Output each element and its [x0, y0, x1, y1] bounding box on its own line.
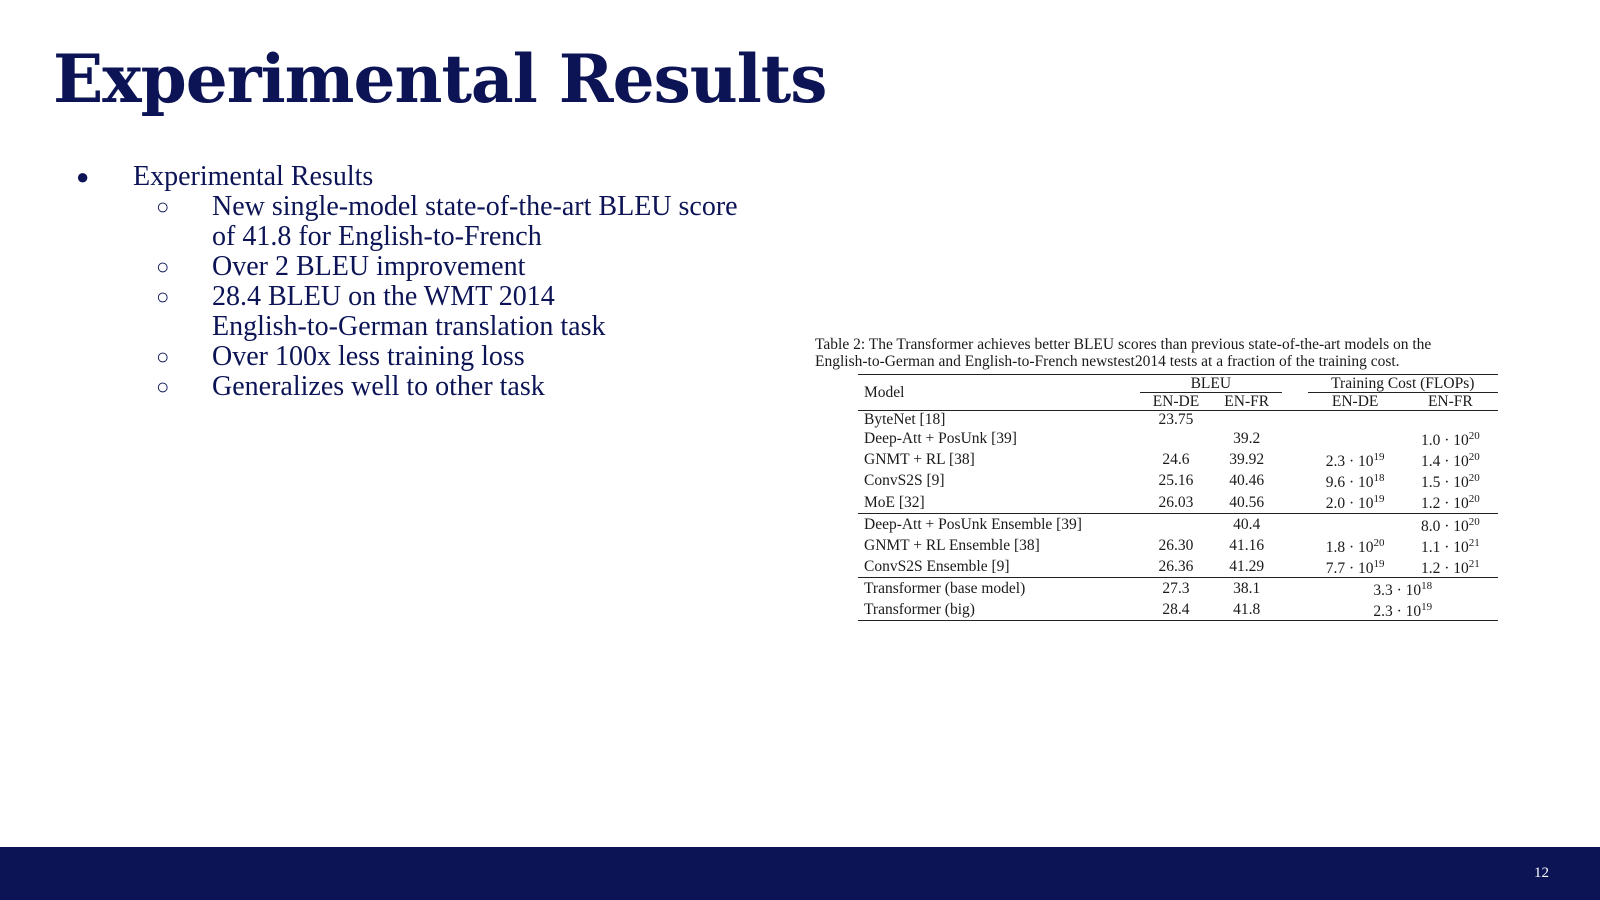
results-table: Model BLEU Training Cost (FLOPs) EN-DE E…: [858, 374, 1498, 622]
cell-bleu-de: 26.03: [1158, 493, 1194, 511]
header-cost-en-fr: EN-FR: [1427, 393, 1473, 410]
cell-cost-merged: 3.3 · 1018: [1307, 577, 1498, 600]
cell-cost-de: [1307, 512, 1403, 535]
header-bleu-en-fr: EN-FR: [1224, 393, 1270, 410]
sub-bullet-item: ○ Over 2 BLEU improvement: [76, 252, 796, 282]
cell-cost-de: 2.0 · 1019: [1325, 493, 1385, 513]
cell-bleu-fr: 39.2: [1233, 430, 1261, 448]
cell-cost-fr: 1.1 · 1021: [1420, 536, 1480, 556]
cell-model: ByteNet [18]: [858, 410, 1141, 428]
table-row: GNMT + RL Ensemble [38] 26.30 41.16 1.8 · 1…: [858, 535, 1498, 556]
table-caption-line: English-to-German and English-to-French …: [815, 353, 1400, 370]
cell-model: Transformer (base model): [858, 577, 1141, 600]
header-bleu-en-de: EN-DE: [1152, 393, 1200, 410]
cell-model: Deep-Att + PosUnk Ensemble [39]: [858, 512, 1141, 535]
bullet-dot-icon: ●: [76, 164, 90, 189]
cell-bleu-de: [1140, 428, 1212, 449]
table-row: ConvS2S [9] 25.16 40.46 9.6 · 1018 1.5 · 102…: [858, 470, 1498, 491]
header-bleu: BLEU: [1140, 374, 1282, 393]
cell-model: MoE [32]: [864, 493, 925, 511]
sub-bullet-text: 28.4 BLEU on the WMT 2014: [212, 281, 555, 312]
cell-model: Transformer (big): [858, 599, 1141, 622]
cell-bleu-fr: 39.92: [1229, 451, 1265, 469]
cell-bleu-de: 26.36: [1158, 558, 1194, 576]
slide-title: Experimental Results: [53, 40, 827, 118]
header-model: Model: [858, 374, 1141, 411]
bullet-text: Experimental Results: [133, 161, 374, 192]
bullet-item-main: ● Experimental Results: [76, 162, 796, 192]
sub-bullet-item: ○ New single-model state-of-the-art BLEU…: [76, 192, 796, 252]
sub-bullet-item: ○ Over 100x less training loss: [76, 342, 796, 372]
cell-cost-de: 7.7 · 1019: [1325, 557, 1385, 578]
sub-bullet-circle-icon: ○: [156, 284, 170, 309]
table-row: Deep-Att + PosUnk Ensemble [39] 40.4 8.0 ·…: [858, 512, 1498, 535]
cell-bleu-de: 28.4: [1140, 599, 1212, 622]
cell-model: ConvS2S [9]: [864, 472, 945, 490]
table-row: MoE [32] 26.03 40.56 2.0 · 1019 1.2 · 1020: [858, 491, 1498, 513]
table-subheader-row: EN-DE EN-FR EN-DE EN-FR: [858, 393, 1498, 411]
cell-bleu-de: 25.16: [1158, 472, 1194, 490]
footer-bar: 12: [0, 847, 1600, 900]
table-row: Transformer (base model) 27.3 38.1 3.3 · 10…: [858, 577, 1498, 600]
cell-cost-fr: 1.2 · 1020: [1420, 493, 1480, 513]
cell-bleu-fr: [1211, 410, 1282, 428]
bullet-list: ● Experimental Results ○ New single-mode…: [76, 162, 796, 402]
cell-bleu-fr: 40.56: [1229, 493, 1265, 511]
header-training-cost: Training Cost (FLOPs): [1307, 374, 1498, 393]
sub-bullet-text: New single-model state-of-the-art BLEU s…: [212, 191, 738, 222]
sub-bullet-text: of 41.8 for English-to-French: [212, 221, 542, 252]
cell-cost-fr: 1.4 · 1020: [1420, 451, 1480, 471]
sub-bullet-circle-icon: ○: [156, 344, 170, 369]
cell-cost-fr: [1402, 410, 1498, 428]
cell-cost-fr: 1.0 · 1020: [1420, 430, 1480, 450]
sub-bullet-text: Over 2 BLEU improvement: [212, 251, 526, 282]
sub-bullet-item: ○ Generalizes well to other task: [76, 372, 796, 402]
sub-bullet-circle-icon: ○: [156, 194, 170, 219]
sub-bullet-item: ○ 28.4 BLEU on the WMT 2014 English-to-G…: [76, 282, 796, 342]
sub-bullet-circle-icon: ○: [156, 374, 170, 399]
table-caption: Table 2: The Transformer achieves better…: [815, 336, 1545, 370]
sub-bullet-text: Generalizes well to other task: [212, 371, 545, 402]
table-header-row: Model BLEU Training Cost (FLOPs): [858, 374, 1498, 411]
cell-bleu-fr: 40.46: [1229, 472, 1265, 490]
cell-model: GNMT + RL Ensemble [38]: [864, 536, 1040, 554]
cell-bleu-fr: 40.4: [1211, 512, 1282, 535]
page-number: 12: [1534, 865, 1549, 881]
cell-bleu-fr: 41.29: [1229, 558, 1265, 576]
cell-cost-de: 1.8 · 1020: [1325, 536, 1385, 556]
cell-bleu-de: 26.30: [1158, 536, 1194, 554]
table-row: Transformer (big) 28.4 41.8 2.3 · 1019: [858, 599, 1498, 622]
cell-cost-de: [1307, 410, 1403, 428]
cell-cost-fr: 1.5 · 1020: [1420, 472, 1480, 492]
cell-bleu-fr: 38.1: [1211, 577, 1282, 600]
cell-bleu-fr: 41.16: [1229, 536, 1265, 554]
cell-model: Deep-Att + PosUnk [39]: [864, 430, 1017, 448]
cell-cost-de: 9.6 · 1018: [1325, 472, 1385, 492]
sub-bullet-text: Over 100x less training loss: [212, 341, 525, 372]
cell-model: GNMT + RL [38]: [864, 451, 975, 469]
table-row: ConvS2S Ensemble [9] 26.36 41.29 7.7 · 1019…: [858, 556, 1498, 578]
cell-cost-fr: 8.0 · 1020: [1402, 512, 1498, 535]
cell-cost-merged: 2.3 · 1019: [1307, 599, 1498, 622]
cell-bleu-de: 23.75: [1140, 410, 1212, 428]
cell-bleu-de: [1140, 512, 1212, 535]
cell-bleu-de: 24.6: [1162, 451, 1190, 469]
results-table-figure: Table 2: The Transformer achieves better…: [815, 336, 1545, 622]
cell-cost-de: 2.3 · 1019: [1325, 451, 1385, 471]
table-body: ByteNet [18] 23.75 Deep-Att + PosUnk [39] 3…: [858, 410, 1498, 622]
header-cost-en-de: EN-DE: [1331, 393, 1379, 410]
cell-bleu-fr: 41.8: [1211, 599, 1282, 622]
table-row: GNMT + RL [38] 24.6 39.92 2.3 · 1019 1.4 · 1…: [858, 449, 1498, 470]
sub-bullet-circle-icon: ○: [156, 254, 170, 279]
cell-model: ConvS2S Ensemble [9]: [864, 558, 1010, 576]
cell-cost-fr: 1.2 · 1021: [1420, 557, 1480, 578]
cell-bleu-de: 27.3: [1140, 577, 1212, 600]
sub-bullet-text: English-to-German translation task: [212, 311, 606, 342]
table-row: Deep-Att + PosUnk [39] 39.2 1.0 · 1020: [858, 428, 1498, 449]
cell-cost-de: [1308, 428, 1403, 449]
table-row: ByteNet [18] 23.75: [858, 410, 1498, 428]
table-caption-line: Table 2: The Transformer achieves better…: [815, 336, 1432, 353]
